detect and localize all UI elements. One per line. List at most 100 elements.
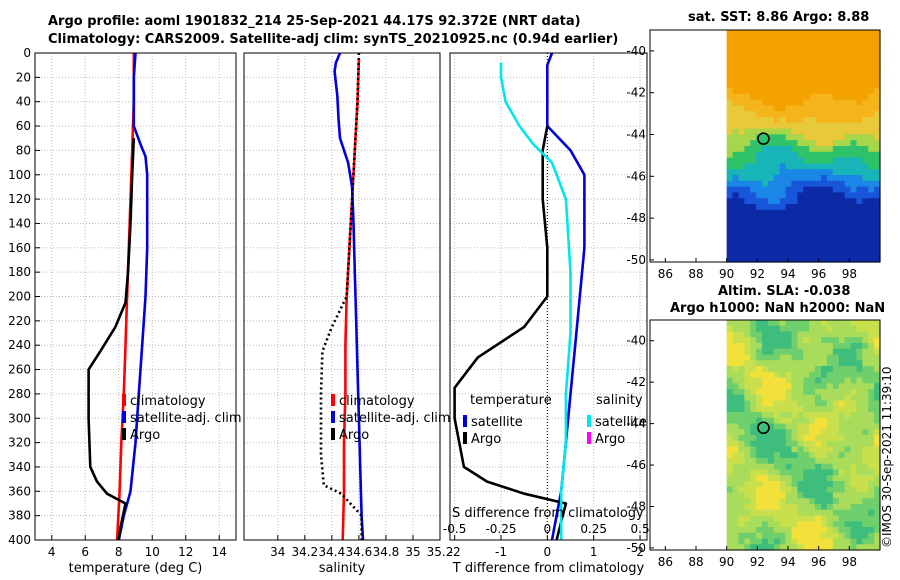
map-cell: [821, 227, 828, 234]
map-cell: [838, 30, 846, 37]
map-cell: [826, 394, 834, 402]
map-cell: [868, 204, 875, 211]
map-cell: [750, 331, 757, 338]
map-cell: [767, 360, 775, 367]
map-cell: [756, 47, 763, 54]
map-cell: [767, 59, 775, 66]
map-cell: [809, 64, 816, 72]
map-cell: [856, 458, 863, 465]
map-cell: [785, 509, 793, 517]
map-cell: [826, 157, 834, 164]
map-cell: [791, 35, 799, 43]
map-cell: [844, 429, 852, 436]
map-cell: [726, 88, 734, 95]
map-cell: [785, 151, 793, 159]
map-cell: [868, 140, 875, 147]
map-cell: [785, 169, 793, 176]
map-cell: [773, 204, 781, 211]
map-cell: [844, 256, 852, 263]
map-cell: [791, 163, 799, 170]
map-cell: [826, 209, 834, 217]
map-cell: [750, 337, 757, 344]
map-x-tick-label: 88: [688, 267, 703, 281]
map-cell: [826, 175, 834, 182]
map-cell: [815, 417, 822, 425]
map-cell: [874, 192, 881, 199]
map-cell: [744, 348, 751, 356]
map-cell: [767, 354, 775, 361]
map-cell: [738, 429, 745, 436]
map-cell: [874, 215, 881, 222]
map-cell: [844, 360, 852, 367]
map-cell: [850, 157, 858, 164]
map-cell: [767, 406, 775, 413]
map-cell: [826, 469, 834, 476]
map-cell: [821, 163, 828, 170]
map-cell: [756, 354, 763, 361]
map-cell: [726, 146, 734, 153]
map-cell: [815, 186, 822, 193]
map-cell: [791, 250, 799, 257]
map-cell: [862, 256, 869, 263]
map-cell: [767, 221, 775, 228]
map-cell: [868, 163, 875, 170]
map-y-tick-label: -48: [626, 211, 646, 225]
map-cell: [773, 256, 781, 263]
map-cell: [815, 163, 822, 170]
map-cell: [726, 140, 734, 147]
map-cell: [850, 348, 858, 356]
map-cell: [826, 481, 834, 488]
map-cell: [856, 446, 863, 453]
map-cell: [750, 440, 757, 448]
map-cell: [803, 509, 810, 517]
map-cell: [826, 227, 834, 234]
map-cell: [732, 469, 740, 476]
map-cell: [744, 204, 751, 211]
map-cell: [762, 169, 769, 176]
map-cell: [744, 423, 751, 430]
map-cell: [874, 117, 881, 124]
map-cell: [809, 146, 816, 153]
map-cell: [726, 198, 734, 205]
map-cell: [779, 532, 787, 540]
map-cell: [815, 498, 822, 505]
argo-position-marker: [757, 132, 770, 145]
map-cell: [767, 463, 775, 471]
series-line-satellite-adj-clim: [333, 52, 365, 541]
map-cell: [838, 151, 846, 159]
map-cell: [773, 186, 781, 193]
map-cell: [732, 343, 740, 350]
map-cell: [791, 366, 799, 373]
map-cell: [785, 394, 793, 402]
map-cell: [791, 486, 799, 494]
map-cell: [785, 366, 793, 373]
map-cell: [732, 406, 740, 413]
map-cell: [832, 481, 840, 488]
map-cell: [744, 238, 751, 246]
map-cell: [762, 105, 769, 112]
map-cell: [767, 99, 775, 106]
map-cell: [779, 423, 787, 430]
map-cell: [844, 157, 852, 164]
map-cell: [773, 348, 781, 356]
map-cell: [821, 538, 828, 545]
map-cell: [815, 383, 822, 390]
map-cell: [773, 354, 781, 361]
map-cell: [738, 498, 745, 505]
map-cell: [838, 486, 846, 494]
map-cell: [862, 527, 869, 534]
map-cell: [838, 394, 846, 402]
map-cell: [850, 325, 858, 333]
map-cell: [850, 354, 858, 361]
map-cell: [844, 366, 852, 373]
map-cell: [821, 371, 828, 379]
map-cell: [803, 215, 810, 222]
map-cell: [797, 348, 804, 356]
map-cell: [809, 186, 816, 193]
map-cell: [732, 331, 740, 338]
legend-swatch: [122, 394, 126, 406]
map-cell: [821, 348, 828, 356]
map-cell: [844, 209, 852, 217]
map-cell: [862, 320, 869, 327]
map-cell: [862, 221, 869, 228]
